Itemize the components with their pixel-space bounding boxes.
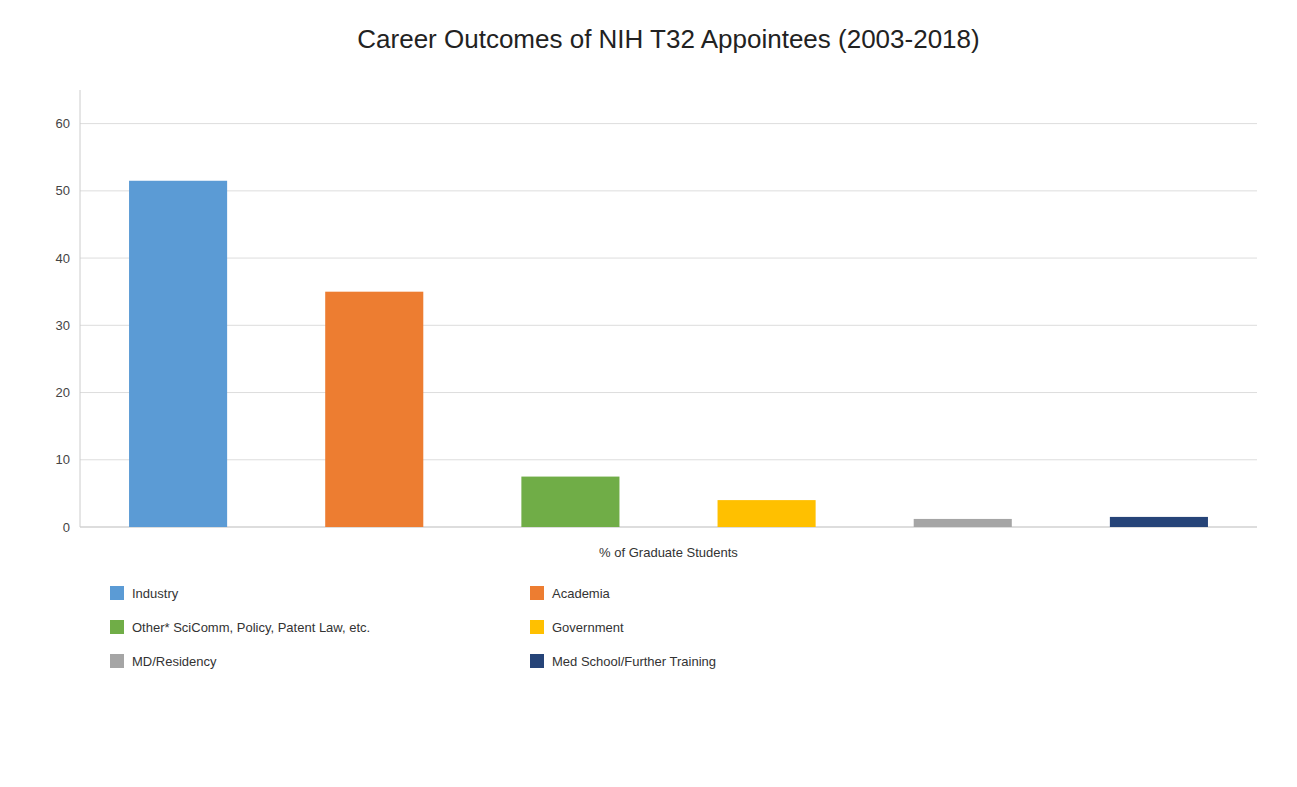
bar [1110,517,1208,527]
legend-label: Industry [132,586,179,601]
legend: Industry Academia Other* SciComm, Policy, … [110,586,716,669]
grid-line [80,123,1257,124]
legend-swatch [110,620,124,634]
grid-line [80,392,1257,393]
y-tick-label: 60 [56,116,70,131]
bars [129,181,1208,527]
y-tick-label: 50 [56,183,70,198]
chart-container: Career Outcomes of NIH T32 Appointees (2… [0,0,1297,787]
legend-label: Academia [552,586,611,601]
grid [80,124,1257,527]
grid-line [80,459,1257,460]
y-tick-label: 20 [56,385,70,400]
bar [129,181,227,527]
y-axis-line [80,90,81,527]
legend-swatch [530,586,544,600]
x-axis-label: % of Graduate Students [599,545,738,560]
legend-label: MD/Residency [132,654,217,669]
y-tick-label: 0 [63,520,70,535]
bar [521,477,619,527]
legend-swatch [110,654,124,668]
bar [914,519,1012,527]
grid-line [80,258,1257,259]
bar [718,500,816,527]
y-tick-label: 40 [56,251,70,266]
y-tick-label: 10 [56,452,70,467]
legend-swatch [110,586,124,600]
grid-line [80,527,1257,528]
legend-label: Med School/Further Training [552,654,716,669]
legend-label: Government [552,620,624,635]
legend-swatch [530,654,544,668]
chart-svg: Career Outcomes of NIH T32 Appointees (2… [0,0,1297,787]
grid-line [80,190,1257,191]
y-tick-label: 30 [56,318,70,333]
grid-line [80,325,1257,326]
bar [325,292,423,527]
chart-title: Career Outcomes of NIH T32 Appointees (2… [357,24,979,54]
legend-label: Other* SciComm, Policy, Patent Law, etc. [132,620,370,635]
legend-swatch [530,620,544,634]
x-axis-line [80,527,1257,528]
